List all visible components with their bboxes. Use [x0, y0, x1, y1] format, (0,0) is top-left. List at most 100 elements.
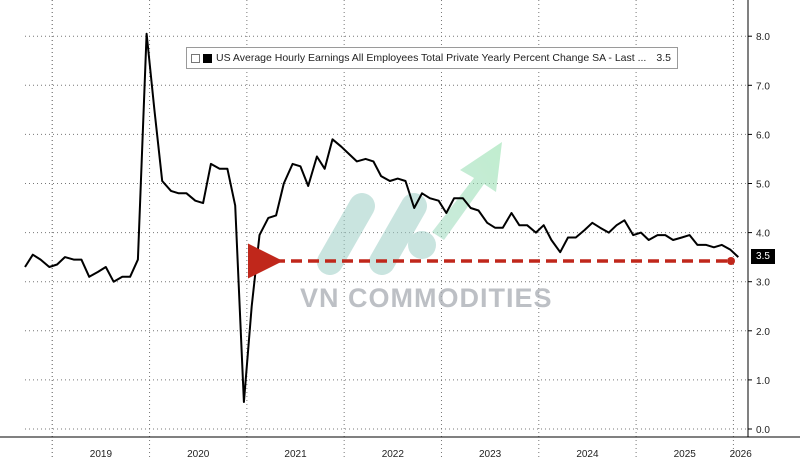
data-point — [453, 197, 456, 200]
data-point — [640, 231, 643, 234]
data-point — [323, 167, 326, 170]
data-point — [226, 167, 229, 170]
data-point — [705, 244, 708, 247]
data-point — [202, 202, 205, 205]
data-point — [518, 224, 521, 227]
data-point — [56, 263, 59, 266]
legend-last-value: 3.5 — [656, 52, 671, 64]
x-tick-label: 2021 — [284, 449, 307, 460]
data-point — [258, 234, 261, 237]
annotation-arrow-origin — [727, 257, 735, 265]
series-line — [24, 32, 739, 403]
data-point — [542, 224, 545, 227]
data-point — [129, 275, 132, 278]
data-point — [647, 239, 650, 242]
x-tick-label: 2024 — [576, 449, 599, 460]
data-point — [307, 185, 310, 188]
y-tick-label: 3.0 — [756, 278, 770, 289]
data-point — [713, 246, 716, 249]
data-point — [469, 207, 472, 210]
data-point — [88, 275, 91, 278]
data-point — [97, 271, 100, 274]
data-point — [145, 32, 148, 35]
data-point — [599, 226, 602, 229]
data-point — [574, 236, 577, 239]
data-point — [696, 244, 699, 247]
data-point — [428, 197, 431, 200]
data-point — [72, 258, 75, 261]
data-point — [153, 108, 156, 111]
data-point — [462, 197, 465, 200]
data-point — [737, 256, 740, 259]
data-point — [437, 199, 440, 202]
data-point — [526, 224, 529, 227]
data-point — [250, 305, 253, 308]
last-value-tag: 3.5 — [751, 249, 775, 264]
data-point — [364, 158, 367, 161]
data-point — [396, 177, 399, 180]
data-point — [48, 266, 51, 269]
data-point — [623, 219, 626, 222]
data-point — [501, 226, 504, 229]
data-point — [583, 229, 586, 232]
data-point — [567, 236, 570, 239]
y-tick-label: 5.0 — [756, 180, 770, 191]
legend-label: US Average Hourly Earnings All Employees… — [216, 52, 647, 64]
x-tick-label: 2025 — [674, 449, 697, 460]
data-point — [316, 155, 319, 158]
data-point — [24, 266, 27, 269]
data-point — [39, 258, 42, 261]
watermark-text: VN COMMODITIES — [300, 283, 553, 313]
data-point — [64, 256, 67, 259]
data-point — [445, 212, 448, 215]
data-point — [243, 401, 246, 404]
series — [24, 32, 740, 404]
y-tick-label: 2.0 — [756, 327, 770, 338]
x-tick-label: 2022 — [382, 449, 405, 460]
data-point — [607, 231, 610, 234]
data-point — [104, 266, 107, 269]
data-point — [510, 212, 513, 215]
data-point — [267, 217, 270, 220]
data-point — [185, 192, 188, 195]
legend: US Average Hourly Earnings All Employees… — [186, 47, 678, 69]
data-point — [729, 248, 732, 251]
y-tick-label: 7.0 — [756, 81, 770, 92]
data-point — [234, 204, 237, 207]
data-point — [194, 199, 197, 202]
y-tick-label: 0.0 — [756, 425, 770, 436]
data-point — [291, 163, 294, 166]
y-tick-label: 4.0 — [756, 229, 770, 240]
data-point — [591, 221, 594, 224]
data-point — [31, 253, 34, 256]
data-point — [656, 234, 659, 237]
data-point — [348, 153, 351, 156]
data-point — [672, 239, 675, 242]
y-tick-label: 1.0 — [756, 376, 770, 387]
data-point — [177, 192, 180, 195]
data-point — [161, 180, 164, 183]
data-point — [477, 209, 480, 212]
data-point — [559, 251, 562, 254]
data-point — [275, 214, 278, 217]
data-point — [632, 234, 635, 237]
data-point — [340, 145, 343, 148]
x-tick-label: 2026 — [730, 449, 753, 460]
data-point — [688, 234, 691, 237]
legend-toggle-icon[interactable] — [191, 53, 200, 63]
x-tick-label: 2019 — [90, 449, 113, 460]
data-point — [282, 182, 285, 185]
data-point — [535, 231, 538, 234]
y-tick-label: 6.0 — [756, 130, 770, 141]
legend-swatch — [203, 53, 212, 63]
data-point — [664, 234, 667, 237]
data-point — [137, 258, 140, 261]
x-tick-label: 2023 — [479, 449, 502, 460]
data-point — [615, 224, 618, 227]
data-point — [218, 167, 221, 170]
data-point — [372, 160, 375, 163]
y-tick-label: 8.0 — [756, 32, 770, 43]
data-point — [299, 165, 302, 168]
data-point — [550, 239, 553, 242]
